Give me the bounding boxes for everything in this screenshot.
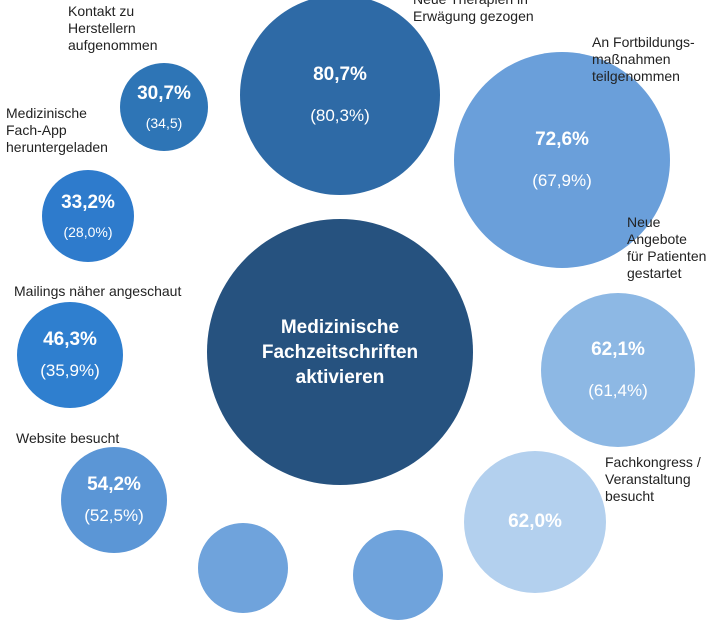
center-title: Medizinische Fachzeitschriften aktiviere… (261, 316, 419, 388)
bubble-fortbildung: 72,6% (67,9%) (454, 52, 670, 268)
bubble-label-kongress: Fachkongress / Veranstaltung besucht (605, 454, 701, 504)
bubble-previous-value: (35,9%) (40, 361, 100, 380)
bubble-value: 46,3% (43, 329, 97, 350)
bubble-hersteller: 30,7% (34,5) (120, 63, 208, 151)
bubble-value: 72,6% (535, 129, 589, 150)
bubble-therapien: 80,7% (80,3%) (240, 0, 440, 195)
bubble-label-app: Medizinische Fach-App heruntergeladen (6, 105, 108, 155)
bubble-chart: 30,7% (34,5) 80,7% (80,3%) 72,6% (67,9%) 33,2%… (6, 0, 707, 620)
bubble-previous-value: (80,3%) (310, 106, 370, 125)
bubble-previous-value: (34,5) (145, 115, 183, 131)
bubble-label-hersteller: Kontakt zu Herstellern aufgenommen (68, 3, 158, 53)
bubble-label-website: Website besucht (16, 430, 120, 446)
bubble-previous-value: (28,0%) (63, 224, 113, 240)
bubble-partial2 (353, 530, 443, 620)
bubble-value: 33,2% (61, 192, 115, 213)
bubble-previous-value: (67,9%) (532, 171, 592, 190)
bubble-kongress: 62,0% (464, 451, 606, 593)
bubble-partial1 (198, 523, 288, 613)
bubble-previous-value: (52,5%) (84, 506, 144, 525)
bubble-label-therapien: Neue Therapien in Erwägung gezogen (413, 0, 534, 24)
bubble-value: 80,7% (313, 64, 367, 85)
bubble-label-angebote: Neue Angebote für Patienten gestartet (627, 214, 707, 281)
bubble-angebote: 62,1% (61,4%) (541, 293, 695, 447)
bubble-value: 62,1% (591, 339, 645, 360)
bubble-value: 54,2% (87, 474, 141, 495)
bubble-label-mailings: Mailings näher angeschaut (14, 283, 182, 299)
bubble-mailings: 46,3% (35,9%) (17, 302, 123, 408)
bubble-value: 62,0% (508, 511, 562, 532)
bubble-website: 54,2% (52,5%) (61, 447, 167, 553)
bubble-app: 33,2% (28,0%) (42, 170, 134, 262)
bubble-value: 30,7% (137, 83, 191, 104)
bubble-previous-value: (61,4%) (588, 381, 648, 400)
bubble-label-fortbildung: An Fortbildungs- maßnahmen teilgenommen (592, 34, 695, 84)
center-bubble: Medizinische Fachzeitschriften aktiviere… (207, 219, 473, 485)
